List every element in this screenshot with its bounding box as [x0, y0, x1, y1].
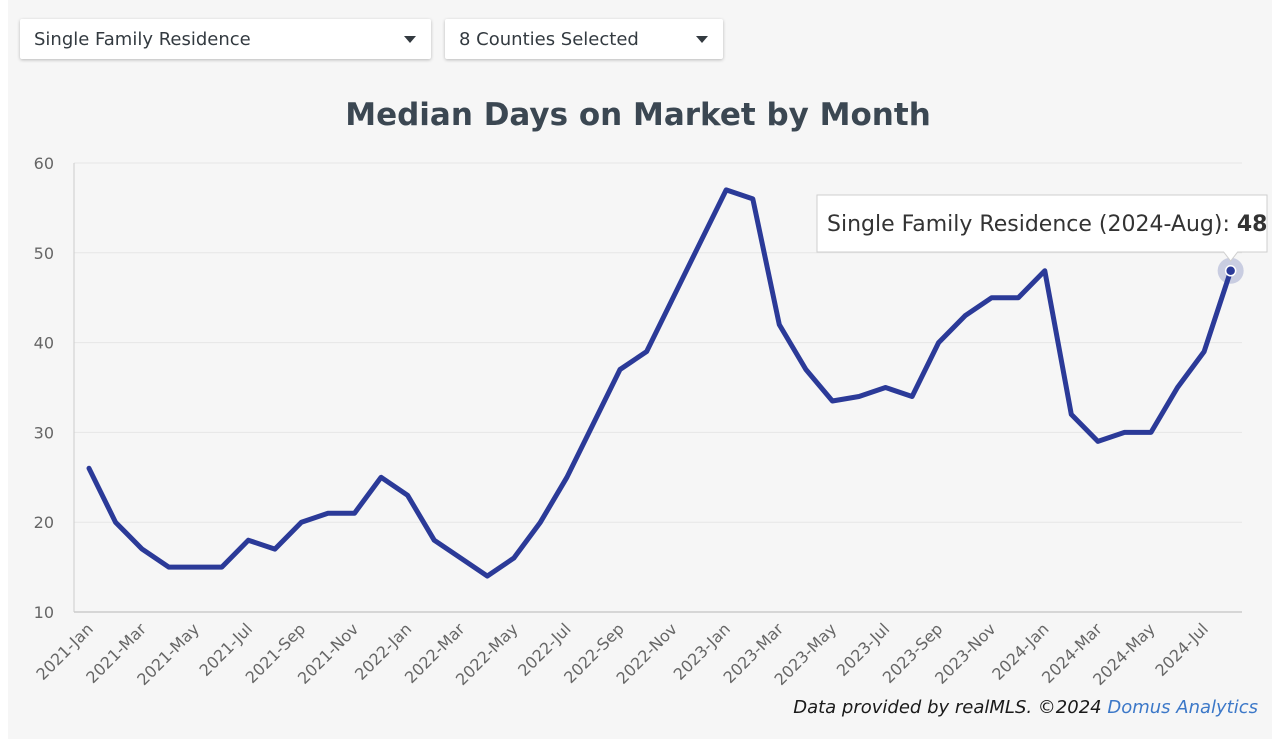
x-axis: 2021-Jan2021-Mar2021-May2021-Jul2021-Sep… [32, 619, 1211, 689]
y-tick-label: 30 [34, 423, 54, 442]
tooltip-text: Single Family Residence (2024-Aug): 48 [827, 212, 1267, 237]
y-tick-label: 50 [34, 244, 54, 263]
series-layer [86, 187, 1234, 579]
chart-title: Median Days on Market by Month [345, 97, 931, 133]
tooltip-box [816, 194, 1268, 262]
credit-text: Data provided by realMLS. ©2024 [793, 697, 1108, 718]
x-tick-label: 2024-Jul [1151, 619, 1212, 680]
y-tick-label: 10 [34, 603, 54, 622]
data-credit: Data provided by realMLS. ©2024 Domus An… [793, 697, 1258, 718]
counties-dropdown[interactable]: 8 Counties Selected [445, 19, 723, 59]
tooltip: Single Family Residence (2024-Aug): 48 [816, 194, 1268, 262]
tooltip-value: 48 [1237, 212, 1268, 237]
y-axis: 10 20 30 40 50 60 [34, 154, 54, 622]
y-tick-label: 40 [34, 334, 54, 353]
counties-value: 8 Counties Selected [459, 28, 639, 50]
series-line [86, 187, 1234, 579]
y-tick-label: 20 [34, 513, 54, 532]
property-type-value: Single Family Residence [34, 28, 251, 50]
data-point[interactable] [1224, 265, 1237, 277]
hover-marker[interactable] [1217, 257, 1244, 284]
tooltip-label: Single Family Residence (2024-Aug): [827, 212, 1237, 237]
caret-down-icon [404, 35, 416, 43]
property-type-dropdown[interactable]: Single Family Residence [20, 19, 431, 59]
brand-link[interactable]: Domus Analytics [1107, 697, 1258, 718]
y-tick-label: 60 [34, 154, 54, 173]
grid-lines [73, 162, 1242, 613]
caret-down-icon [696, 35, 708, 43]
